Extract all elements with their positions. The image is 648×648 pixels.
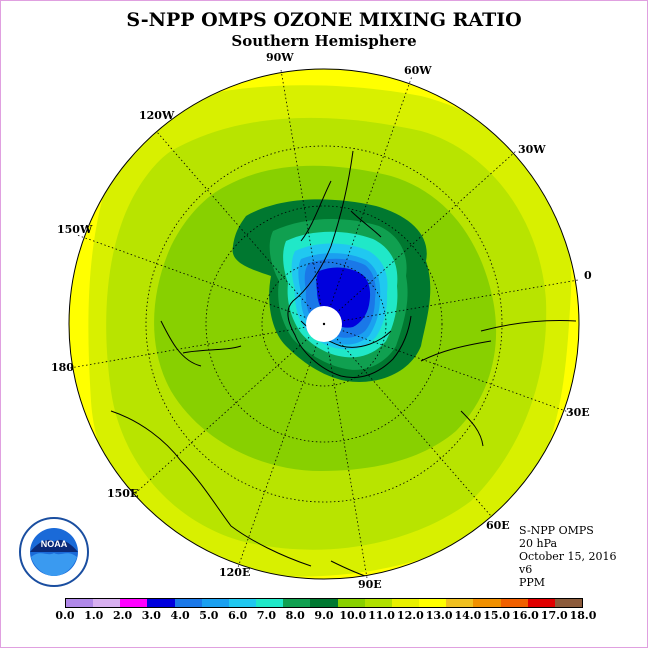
colorbar-swatch (391, 599, 420, 607)
colorbar-tick-label: 11.0 (368, 609, 395, 622)
colorbar-tick-label: 8.0 (285, 609, 305, 622)
lon-label-180: 180 (51, 361, 74, 374)
colorbar-swatch (446, 599, 474, 607)
lon-label-90w: 90W (266, 51, 294, 64)
colorbar-swatch (364, 599, 392, 607)
meridian-line (323, 323, 368, 579)
colorbar-tick-label: 9.0 (314, 609, 334, 622)
colorbar-tick-label: 1.0 (84, 609, 104, 622)
map-subtitle: Southern Hemisphere (231, 32, 417, 50)
meridian-line (156, 131, 325, 325)
colorbar-swatch (93, 599, 121, 607)
colorbar-swatch (174, 599, 202, 607)
latitude-circle (145, 145, 503, 503)
meridian-line (323, 323, 492, 517)
meridian-line (323, 150, 517, 325)
colorbar-tick-label: 6.0 (228, 609, 248, 622)
colorbar-swatch (554, 599, 582, 607)
map-boundary (68, 68, 580, 580)
meridian-line (280, 69, 325, 325)
colorbar-tick-label: 18.0 (569, 609, 597, 622)
lon-label-60e: 60E (486, 519, 510, 532)
lon-label-0: 0 (584, 269, 592, 282)
colorbar-tick-label: 15.0 (483, 609, 511, 622)
colorbar-swatch (419, 599, 447, 607)
lon-label-120e: 120E (219, 566, 251, 579)
lon-label-90e: 90E (358, 578, 382, 591)
latitude-circle (205, 205, 443, 443)
lon-label-60w: 60W (404, 64, 432, 77)
latitude-circle (261, 261, 387, 387)
meridian-line (235, 323, 325, 574)
colorbar-tick-label: 5.0 (199, 609, 219, 622)
colorbar-tick-label: 0.0 (55, 609, 75, 622)
colorbar-swatch (310, 599, 338, 607)
colorbar-swatch (120, 599, 148, 607)
colorbar-swatch (147, 599, 175, 607)
lon-label-150e: 150E (107, 487, 139, 500)
colorbar-tick-label: 4.0 (170, 609, 190, 622)
info-instrument: S-NPP OMPS (519, 524, 594, 537)
colorbar-swatch (228, 599, 257, 607)
lon-label-30w: 30W (518, 143, 546, 156)
colorbar-tick-label: 12.0 (396, 609, 424, 622)
meridian-line (69, 323, 325, 369)
lon-label-120w: 120W (139, 109, 175, 122)
colorbar-tick-label: 14.0 (454, 609, 482, 622)
colorbar-swatch (201, 599, 229, 607)
colorbar-tick-label: 16.0 (512, 609, 539, 622)
colorbar-swatch (500, 599, 528, 607)
lon-label-30e: 30E (566, 406, 590, 419)
meridian-line (323, 279, 579, 325)
info-version: v6 (519, 563, 533, 576)
colorbar-swatch (256, 599, 284, 607)
colorbar-tick-label: 3.0 (141, 609, 161, 622)
colorbar-swatch (473, 599, 501, 607)
colorbar-swatch (283, 599, 311, 607)
colorbar-tick-label: 2.0 (112, 609, 133, 622)
south-pole-marker (322, 322, 326, 326)
info-date: October 15, 2016 (519, 550, 617, 563)
map-title: S-NPP OMPS OZONE MIXING RATIO (126, 9, 522, 31)
colorbar-tick-label: 17.0 (540, 609, 568, 622)
colorbar-swatch (337, 599, 365, 607)
colorbar-tick-label: 13.0 (425, 609, 453, 622)
graticule (69, 69, 579, 579)
info-units: PPM (519, 576, 546, 589)
noaa-logo: NOAA (19, 517, 89, 587)
colorbar-swatch (66, 599, 94, 607)
info-level: 20 hPa (519, 537, 558, 550)
colorbar-swatch (527, 599, 555, 607)
colorbar (65, 598, 583, 608)
lon-label-150w: 150W (57, 223, 93, 236)
colorbar-tick-label: 10.0 (339, 609, 367, 622)
noaa-logo-text: NOAA (41, 539, 68, 549)
colorbar-tick-label: 7.0 (256, 609, 277, 622)
